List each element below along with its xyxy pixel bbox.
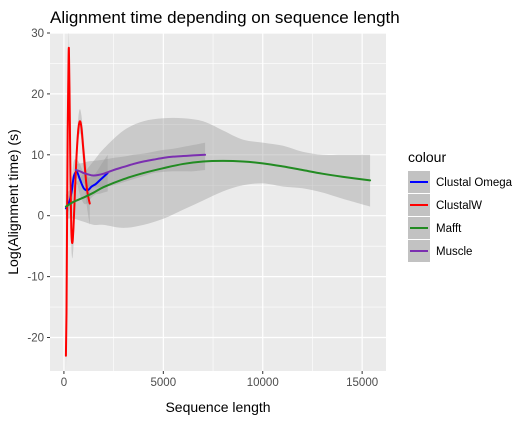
x-tick-label: 5000 [151, 377, 177, 389]
y-tick-label: 20 [31, 89, 44, 101]
clustalw-line [64, 46, 91, 357]
plot-panel [50, 33, 386, 371]
y-tick-label: 10 [31, 150, 44, 162]
chart-title: Alignment time depending on sequence len… [50, 8, 400, 27]
muscle-line [74, 153, 207, 177]
x-tick-label: 0 [61, 377, 67, 389]
y-tick-label: 30 [31, 28, 44, 40]
legend: colour Clustal Omega ClustalW Mafft Muscle [408, 149, 513, 262]
series-lines [64, 46, 372, 357]
muscle-ribbon [75, 142, 206, 188]
legend-label-mafft: Mafft [436, 223, 462, 235]
major-gridlines [50, 32, 386, 371]
mafft-line [64, 159, 372, 208]
y-axis-title: Log(Alignment time) (s) [5, 129, 21, 275]
legend-label-muscle: Muscle [436, 246, 472, 258]
y-tick-label: -10 [27, 272, 44, 284]
y-tick-label: 0 [38, 211, 44, 223]
legend-label-clustal-omega: Clustal Omega [436, 177, 513, 189]
minor-gridlines [50, 33, 386, 371]
mafft-ribbon [65, 117, 371, 228]
x-tick-label: 15000 [346, 377, 378, 389]
legend-label-clustalw: ClustalW [436, 200, 482, 212]
x-axis: 0 5000 10000 15000 [61, 371, 378, 389]
x-tick-label: 10000 [247, 377, 279, 389]
x-axis-title: Sequence length [165, 399, 270, 415]
y-axis: -20 -10 0 10 20 30 [27, 28, 50, 345]
legend-title: colour [408, 149, 446, 165]
y-tick-label: -20 [27, 333, 44, 345]
